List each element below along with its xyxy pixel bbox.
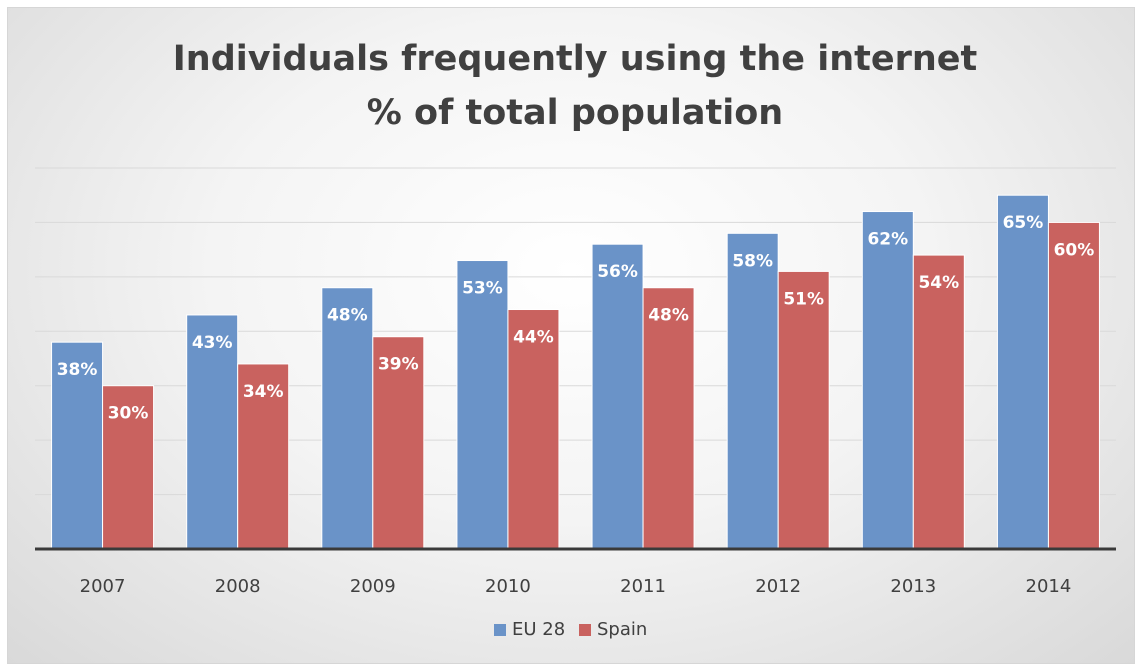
bar-eu-28-2011 [591, 243, 644, 550]
x-tick-label-2011: 2011 [620, 576, 666, 597]
chart-title-line-2: % of total population [367, 93, 783, 133]
bar-eu-28-2014 [996, 194, 1049, 550]
data-label-eu-28-2008: 43% [192, 333, 233, 353]
x-tick-label-2014: 2014 [1026, 576, 1072, 597]
data-label-eu-28-2010: 53% [462, 279, 503, 299]
x-tick-label-2012: 2012 [755, 576, 801, 597]
x-tick-label-2007: 2007 [80, 576, 126, 597]
legend-label-spain: Spain [597, 619, 647, 640]
bar-spain-2010 [507, 309, 560, 550]
bar-spain-2009 [372, 336, 425, 550]
bar-spain-2008 [237, 363, 290, 550]
bar-eu-28-2012 [726, 232, 779, 550]
x-tick-label-2013: 2013 [890, 576, 936, 597]
bars [51, 194, 1100, 550]
legend: EU 28 Spain [494, 619, 647, 640]
data-label-spain-2007: 30% [108, 404, 149, 424]
bar-spain-2013 [912, 254, 965, 550]
chart-svg: Individuals frequently using the interne… [35, 39, 1116, 640]
legend-label-eu-28: EU 28 [512, 619, 565, 640]
x-tick-label-2010: 2010 [485, 576, 531, 597]
chart-title-line-1: Individuals frequently using the interne… [173, 39, 978, 79]
bar-eu-28-2013 [861, 211, 914, 550]
bar-spain-2011 [642, 287, 695, 550]
bar-eu-28-2009 [321, 287, 374, 550]
data-label-spain-2010: 44% [513, 328, 554, 348]
data-label-spain-2011: 48% [648, 306, 689, 326]
chart-title: Individuals frequently using the interne… [173, 39, 978, 133]
bar-spain-2007 [102, 385, 155, 550]
data-label-eu-28-2012: 58% [732, 251, 773, 271]
data-label-eu-28-2007: 38% [57, 360, 98, 380]
data-label-spain-2013: 54% [918, 273, 959, 293]
bar-eu-28-2008 [186, 314, 239, 550]
bar-spain-2014 [1047, 221, 1100, 550]
bar-eu-28-2010 [456, 260, 509, 550]
data-label-eu-28-2013: 62% [867, 230, 908, 250]
x-tick-label-2009: 2009 [350, 576, 396, 597]
data-labels: 38% 43% 48% 53% 56% 58% 62% 65% 30% 34% 39% 44% 48% 5… [57, 213, 1095, 424]
data-label-eu-28-2009: 48% [327, 306, 368, 326]
legend-swatch-spain [579, 624, 591, 636]
data-label-spain-2012: 51% [783, 289, 824, 309]
data-label-spain-2008: 34% [243, 382, 284, 402]
data-label-spain-2014: 60% [1054, 240, 1095, 260]
data-label-eu-28-2014: 65% [1003, 213, 1044, 233]
chart-frame: Individuals frequently using the interne… [7, 7, 1135, 664]
x-axis: 2007 2008 2009 2010 2011 2012 2013 2014 [35, 547, 1116, 597]
data-label-spain-2009: 39% [378, 355, 419, 375]
data-label-eu-28-2011: 56% [597, 262, 638, 282]
legend-swatch-eu-28 [494, 624, 506, 636]
x-tick-label-2008: 2008 [215, 576, 261, 597]
bar-spain-2012 [777, 270, 830, 550]
